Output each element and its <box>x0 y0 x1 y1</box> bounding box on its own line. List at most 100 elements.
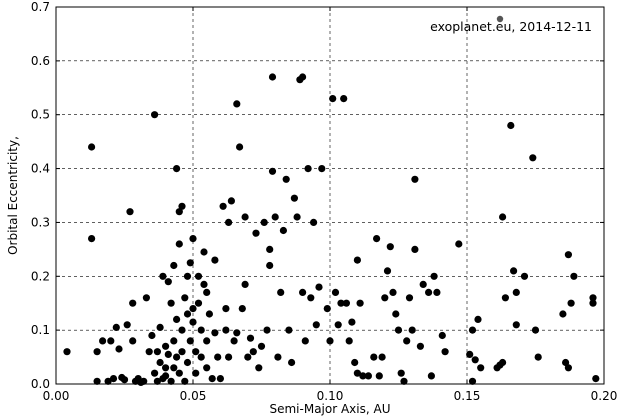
data-point <box>178 202 186 210</box>
axis-ticks: 0.00 0.05 0.10 0.15 0.20 0.0 0.1 0.2 0.3 0.4 0.5 0.… <box>31 0 617 403</box>
data-point <box>416 342 424 350</box>
data-point <box>378 353 386 361</box>
data-point <box>419 280 427 288</box>
data-point <box>151 369 159 377</box>
data-point <box>104 377 112 385</box>
data-point <box>331 288 340 296</box>
data-point <box>559 310 567 318</box>
data-point <box>266 245 274 253</box>
data-point <box>263 326 271 334</box>
data-point <box>120 376 129 384</box>
data-point <box>162 372 170 380</box>
data-point <box>175 208 183 216</box>
data-point <box>189 318 197 326</box>
data-point <box>301 337 309 345</box>
data-point <box>589 299 597 307</box>
data-point <box>244 353 252 361</box>
data-point <box>205 310 213 318</box>
data-point <box>564 251 573 259</box>
data-point <box>277 288 285 296</box>
data-point <box>238 305 246 313</box>
data-point <box>99 337 107 345</box>
data-point <box>186 259 194 267</box>
data-point <box>337 299 345 307</box>
data-point <box>203 364 211 372</box>
data-point <box>257 342 266 350</box>
data-point <box>310 218 318 226</box>
data-point <box>170 364 178 372</box>
data-point <box>140 377 148 385</box>
data-point <box>216 375 224 383</box>
data-point <box>400 377 408 385</box>
data-point <box>153 348 161 356</box>
data-point <box>241 280 249 288</box>
data-point <box>178 326 186 334</box>
data-point <box>211 256 219 264</box>
data-point <box>249 348 257 356</box>
y-tick-label: 0.5 <box>31 108 50 122</box>
data-point <box>509 267 518 275</box>
data-point <box>123 321 131 329</box>
data-point <box>405 294 414 302</box>
data-point <box>408 326 416 334</box>
x-tick-label: 0.15 <box>454 389 481 403</box>
data-point <box>162 364 170 372</box>
data-point <box>192 369 200 377</box>
data-point <box>534 353 542 361</box>
data-point <box>159 272 167 280</box>
y-axis-label: Orbital Eccentricity, <box>6 136 20 255</box>
data-point <box>531 326 540 334</box>
data-point <box>222 326 230 334</box>
data-point <box>203 337 211 345</box>
data-point <box>356 299 364 307</box>
data-point <box>167 377 175 385</box>
data-point <box>183 272 192 280</box>
data-point <box>173 353 181 361</box>
data-point <box>167 299 175 307</box>
data-point <box>194 299 203 307</box>
data-point <box>318 165 326 173</box>
data-point <box>290 194 298 202</box>
data-point <box>230 337 238 345</box>
y-tick-label: 0.4 <box>31 162 50 176</box>
data-point <box>468 377 477 385</box>
data-point <box>323 305 331 313</box>
data-point <box>178 348 186 356</box>
data-point <box>397 369 405 377</box>
data-point <box>156 323 164 331</box>
data-point <box>507 121 515 130</box>
data-point <box>293 213 301 221</box>
data-point <box>529 154 537 162</box>
data-point <box>383 267 392 275</box>
data-point <box>427 372 435 380</box>
data-point <box>334 321 342 329</box>
y-tick-label: 0.0 <box>31 377 50 391</box>
data-point <box>236 143 244 151</box>
data-point <box>208 375 216 383</box>
annotation-marker <box>496 15 504 23</box>
data-point <box>468 326 477 334</box>
data-point <box>107 337 115 345</box>
data-point <box>512 288 520 296</box>
data-point <box>340 95 348 103</box>
data-points <box>63 73 600 386</box>
data-point <box>203 288 211 296</box>
data-point <box>183 358 192 367</box>
data-point <box>142 294 150 302</box>
data-point <box>307 294 315 302</box>
data-point <box>200 280 208 288</box>
data-point <box>260 218 268 226</box>
data-point <box>93 377 101 385</box>
data-point <box>194 272 203 280</box>
data-point <box>214 353 222 361</box>
data-point <box>455 240 463 248</box>
data-point <box>392 310 400 318</box>
data-point <box>345 337 353 345</box>
data-point <box>156 358 164 367</box>
data-point <box>192 348 200 356</box>
data-point <box>175 369 183 377</box>
data-point <box>299 288 307 296</box>
data-point <box>359 372 367 380</box>
data-point <box>153 377 161 385</box>
